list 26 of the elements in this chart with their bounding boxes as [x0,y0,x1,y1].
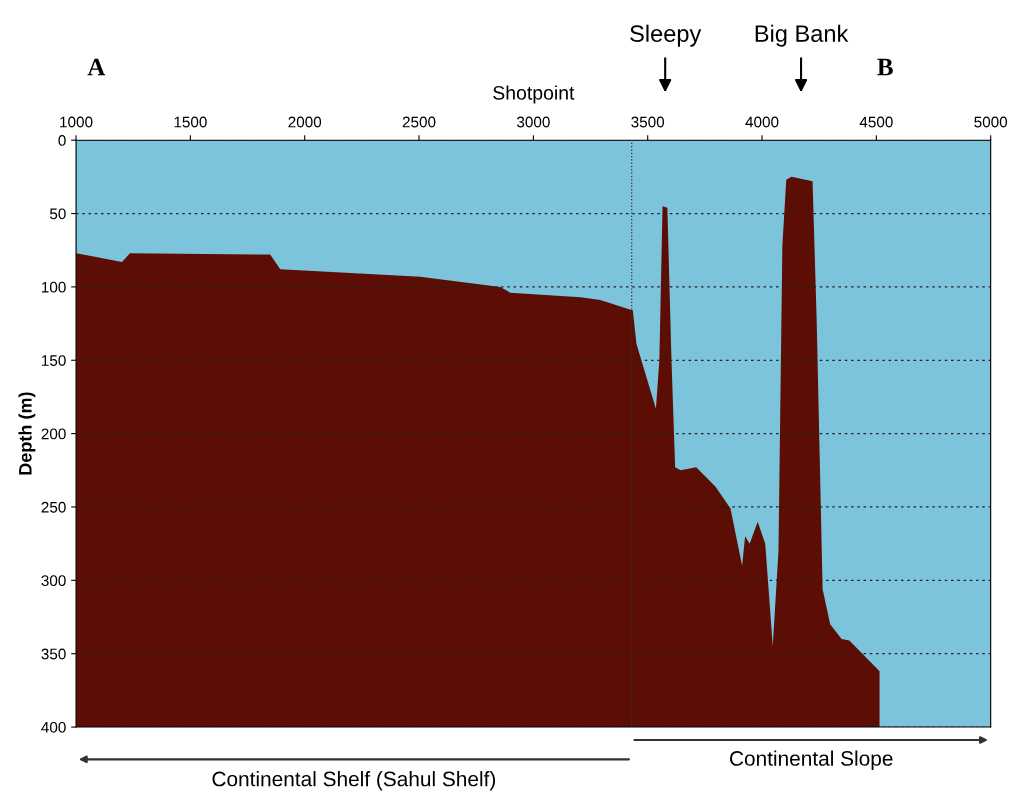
y-axis-title: Depth (m) [18,392,36,475]
y-tick-label: 400 [41,721,66,733]
y-tick-label: 300 [41,575,66,587]
x-tick-label: 2500 [402,116,436,128]
y-tick-label: 50 [49,208,66,220]
y-tick-label: 250 [41,501,66,513]
y-tick-label: 350 [41,648,66,660]
x-tick-label: 4500 [859,116,893,128]
y-tick-label: 100 [42,281,66,293]
x-tick-label: 4000 [745,116,779,128]
x-tick-label: 1500 [174,116,207,128]
text: B [877,58,893,76]
y-tick-label: 200 [41,428,66,440]
text: Big Bank [755,24,849,47]
x-tick-label: 3000 [516,116,550,128]
text: Sleepy [630,24,702,47]
y-tick-label: 150 [42,355,66,366]
x-axis-title: Shotpoint [493,85,575,104]
x-tick-label: 1000 [60,116,93,128]
x-tick-label: 3500 [631,116,665,128]
y-tick-label: 0 [58,135,66,146]
x-tick-label: 2000 [288,116,322,128]
x-tick-label: 5000 [974,116,1008,128]
text: Continental Slope [730,750,893,770]
text: A [87,58,106,76]
text: Continental Shelf (Sahul Shelf) [212,771,496,791]
